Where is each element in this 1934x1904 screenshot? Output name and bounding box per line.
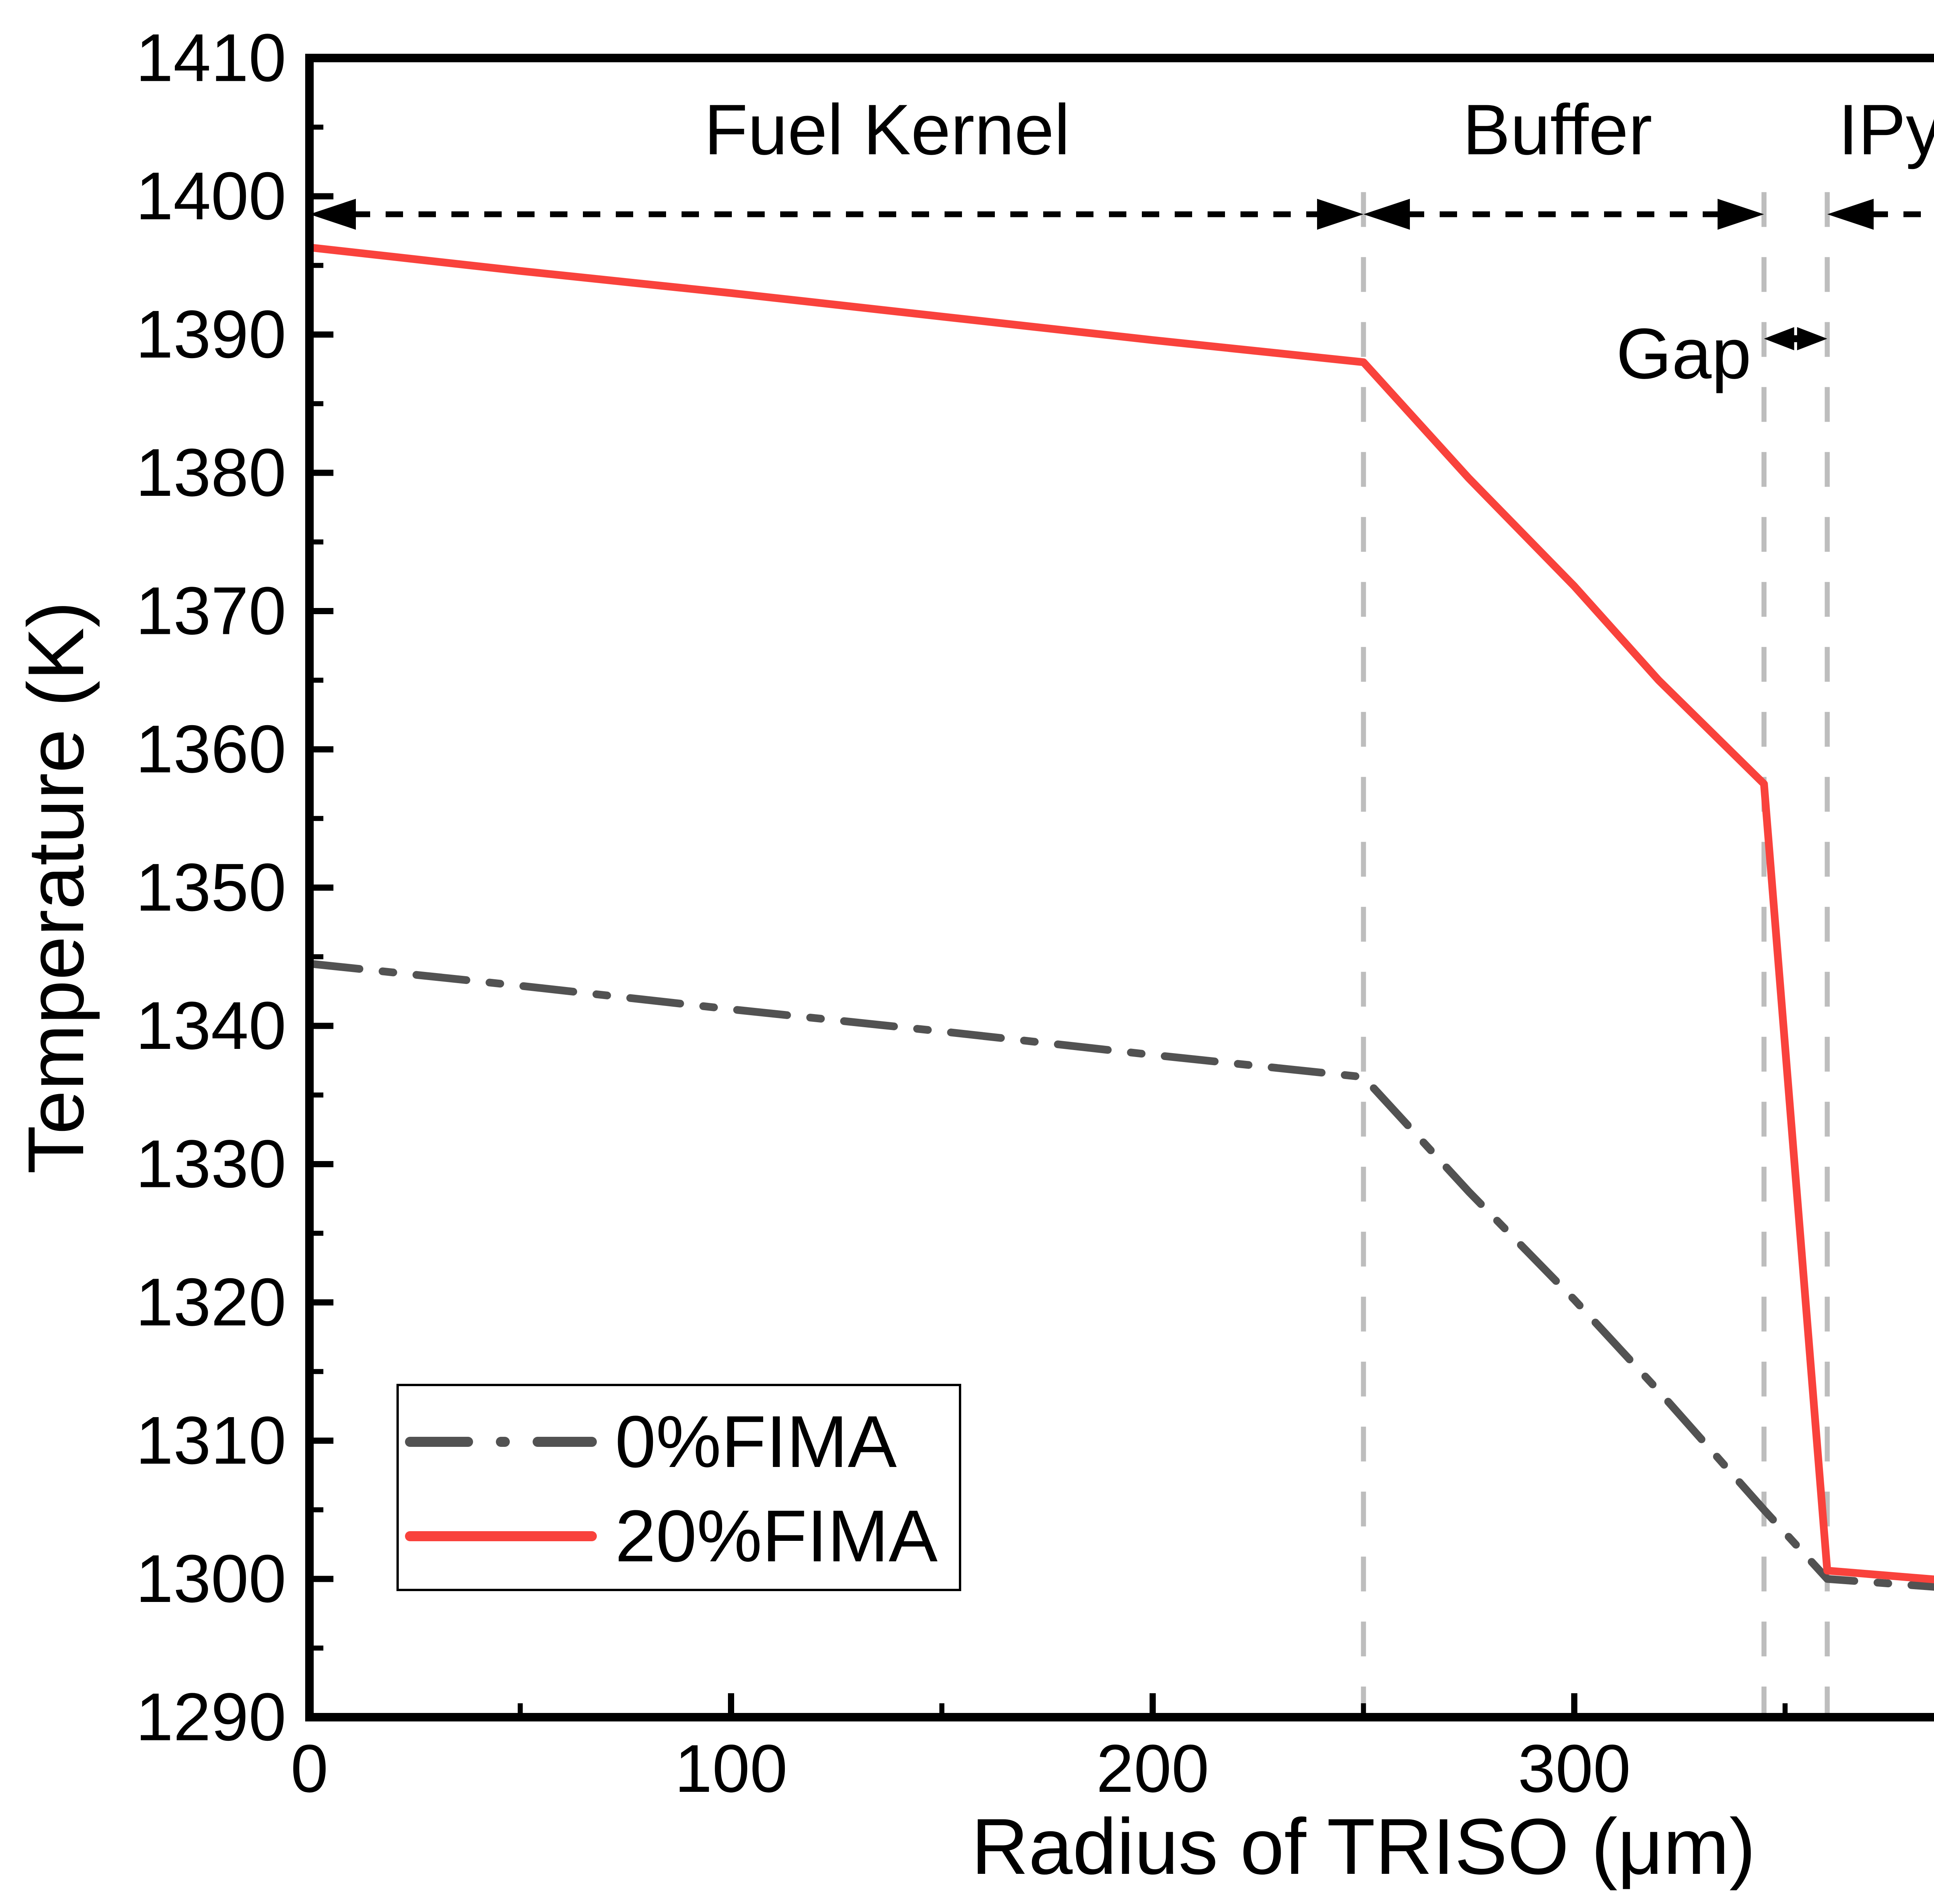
y-axis-title: Temperature (K) xyxy=(12,601,100,1174)
region-label: IPyC xyxy=(1838,90,1934,170)
arrowhead-left-icon xyxy=(309,198,356,230)
legend-label: 0%FIMA xyxy=(615,1401,897,1483)
region-label: Buffer xyxy=(1462,90,1652,170)
x-axis-title: Radius of TRISO (μm) xyxy=(971,1802,1756,1891)
series-line-20pct-FIMA xyxy=(306,243,1934,1583)
y-tick-label: 1310 xyxy=(136,1403,286,1479)
tick-labels: 1290 1300 1310 1320 1330 1340 1350 1360 1370 1380… xyxy=(136,20,1631,1807)
y-tick-label: 1380 xyxy=(136,435,286,511)
gap-arrowhead-right-icon xyxy=(1797,327,1827,350)
arrowhead-left-icon xyxy=(1827,198,1874,230)
y-tick-label: 1340 xyxy=(136,988,286,1064)
x-tick-label: 200 xyxy=(1096,1731,1209,1807)
data-series xyxy=(306,243,1934,1591)
legend-box xyxy=(396,1384,961,1591)
y-tick-label: 1400 xyxy=(136,159,286,234)
y-tick-label: 1360 xyxy=(136,712,286,787)
gap-annotation: Gap xyxy=(1616,314,1827,394)
y-tick-label: 1390 xyxy=(136,297,286,372)
arrowhead-left-icon xyxy=(1363,198,1410,230)
region-labels: Fuel KernelBufferIPyCSiCOPyC xyxy=(704,90,1934,170)
y-tick-label: 1300 xyxy=(136,1541,286,1617)
x-tick-label: 300 xyxy=(1518,1731,1631,1807)
arrowhead-right-icon xyxy=(1317,198,1363,230)
y-tick-label: 1410 xyxy=(136,20,286,96)
y-tick-label: 1350 xyxy=(136,850,286,926)
gap-label: Gap xyxy=(1616,314,1751,394)
legend: 0%FIMA 20%FIMA xyxy=(396,1384,961,1591)
region-boundary-lines xyxy=(1361,192,1830,1717)
y-tick-label: 1330 xyxy=(136,1127,286,1202)
axes xyxy=(305,54,1934,1721)
arrowhead-right-icon xyxy=(1717,198,1764,230)
y-tick-label: 1320 xyxy=(136,1265,286,1340)
y-tick-label: 1370 xyxy=(136,574,286,649)
legend-label: 20%FIMA xyxy=(615,1495,938,1577)
x-tick-label: 0 xyxy=(290,1731,328,1807)
x-tick-label: 100 xyxy=(675,1731,788,1807)
region-span-arrows xyxy=(309,198,1934,230)
region-label: Fuel Kernel xyxy=(704,90,1070,170)
gap-arrowhead-left-icon xyxy=(1764,327,1794,350)
y-tick-label: 1290 xyxy=(136,1680,286,1755)
series-line-0pct-FIMA xyxy=(306,960,1934,1591)
